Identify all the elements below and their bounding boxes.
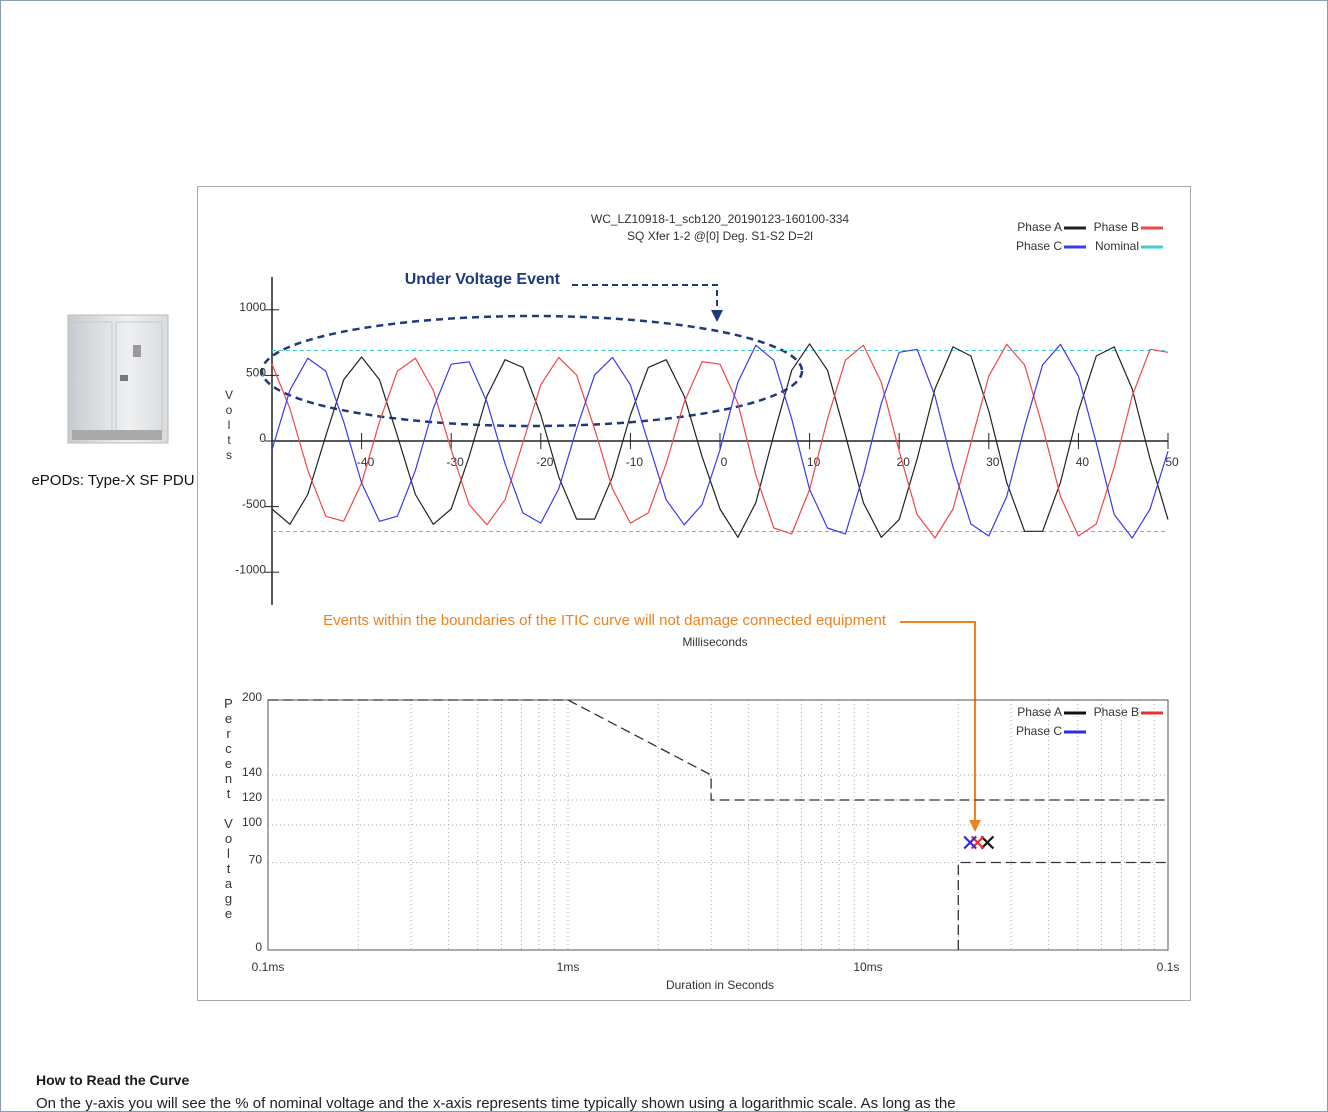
legend-label: Phase B	[1094, 220, 1139, 234]
legend-label: Nominal	[1095, 239, 1139, 253]
itic-curve	[957, 861, 1168, 950]
annotation-text: Under Voltage Event	[405, 271, 561, 288]
arrow-head	[711, 310, 723, 322]
event-highlight	[260, 314, 804, 428]
chart-subtitle: SQ Xfer 1-2 @[0] Deg. S1-S2 D=2l	[627, 229, 813, 243]
y-axis-label: Volts	[222, 388, 236, 463]
section-body: On the y-axis you will see the % of nomi…	[36, 1095, 956, 1112]
x-tick-label: -40	[357, 455, 375, 469]
legend-label: Phase C	[1016, 724, 1062, 738]
series-line	[271, 343, 1169, 538]
x-tick-label: 10	[807, 455, 821, 469]
device-label: ePODs: Type-X SF PDU	[31, 472, 195, 489]
x-axis-label: Milliseconds	[682, 635, 747, 649]
chart-panel	[197, 186, 1191, 1001]
y-tick-label: 1000	[239, 300, 266, 314]
x-tick-label: 30	[986, 455, 1000, 469]
series-line	[271, 343, 1169, 539]
y-tick-label: 140	[242, 765, 262, 779]
x-tick-label: 50	[1165, 455, 1179, 469]
arrow-head	[969, 820, 981, 832]
plot-frame	[267, 699, 1169, 951]
event-marker	[980, 835, 995, 850]
annotation-arrow	[900, 621, 976, 826]
x-tick-label: 40	[1076, 455, 1090, 469]
legend-label: Phase B	[1094, 705, 1139, 719]
annotation-text: Events within the boundaries of the ITIC…	[323, 612, 887, 629]
y-tick-label: 120	[242, 790, 262, 804]
x-tick-label: 0	[721, 455, 728, 469]
legend-label: Phase C	[1016, 239, 1062, 253]
x-tick-label: 1ms	[557, 960, 580, 974]
y-tick-label: 200	[242, 690, 262, 704]
event-marker	[963, 835, 977, 850]
device-image	[67, 314, 169, 444]
x-tick-label: 0.1s	[1157, 960, 1180, 974]
x-axis-label: Duration in Seconds	[666, 978, 774, 992]
y-tick-label: 0	[259, 431, 266, 445]
x-tick-label: 10ms	[853, 960, 882, 974]
y-tick-label: 100	[242, 815, 262, 829]
x-tick-label: -20	[536, 455, 554, 469]
x-tick-label: 20	[897, 455, 911, 469]
y-axis-label: Percent Voltage	[221, 696, 236, 921]
y-tick-label: -500	[242, 497, 266, 511]
x-tick-label: 0.1ms	[252, 960, 285, 974]
chart-title: WC_LZ10918-1_scb120_20190123-160100-334	[591, 212, 850, 226]
y-tick-label: 500	[246, 366, 266, 380]
y-tick-label: 70	[249, 853, 263, 867]
legend-label: Phase A	[1017, 705, 1062, 719]
legend-label: Phase A	[1017, 220, 1062, 234]
y-tick-label: -1000	[235, 562, 266, 576]
x-tick-label: -10	[626, 455, 644, 469]
y-tick-label: 0	[255, 940, 262, 954]
series-line	[271, 343, 1169, 539]
annotation-arrow	[572, 284, 718, 316]
itic-curve	[268, 699, 1168, 801]
section-heading: How to Read the Curve	[36, 1072, 190, 1088]
